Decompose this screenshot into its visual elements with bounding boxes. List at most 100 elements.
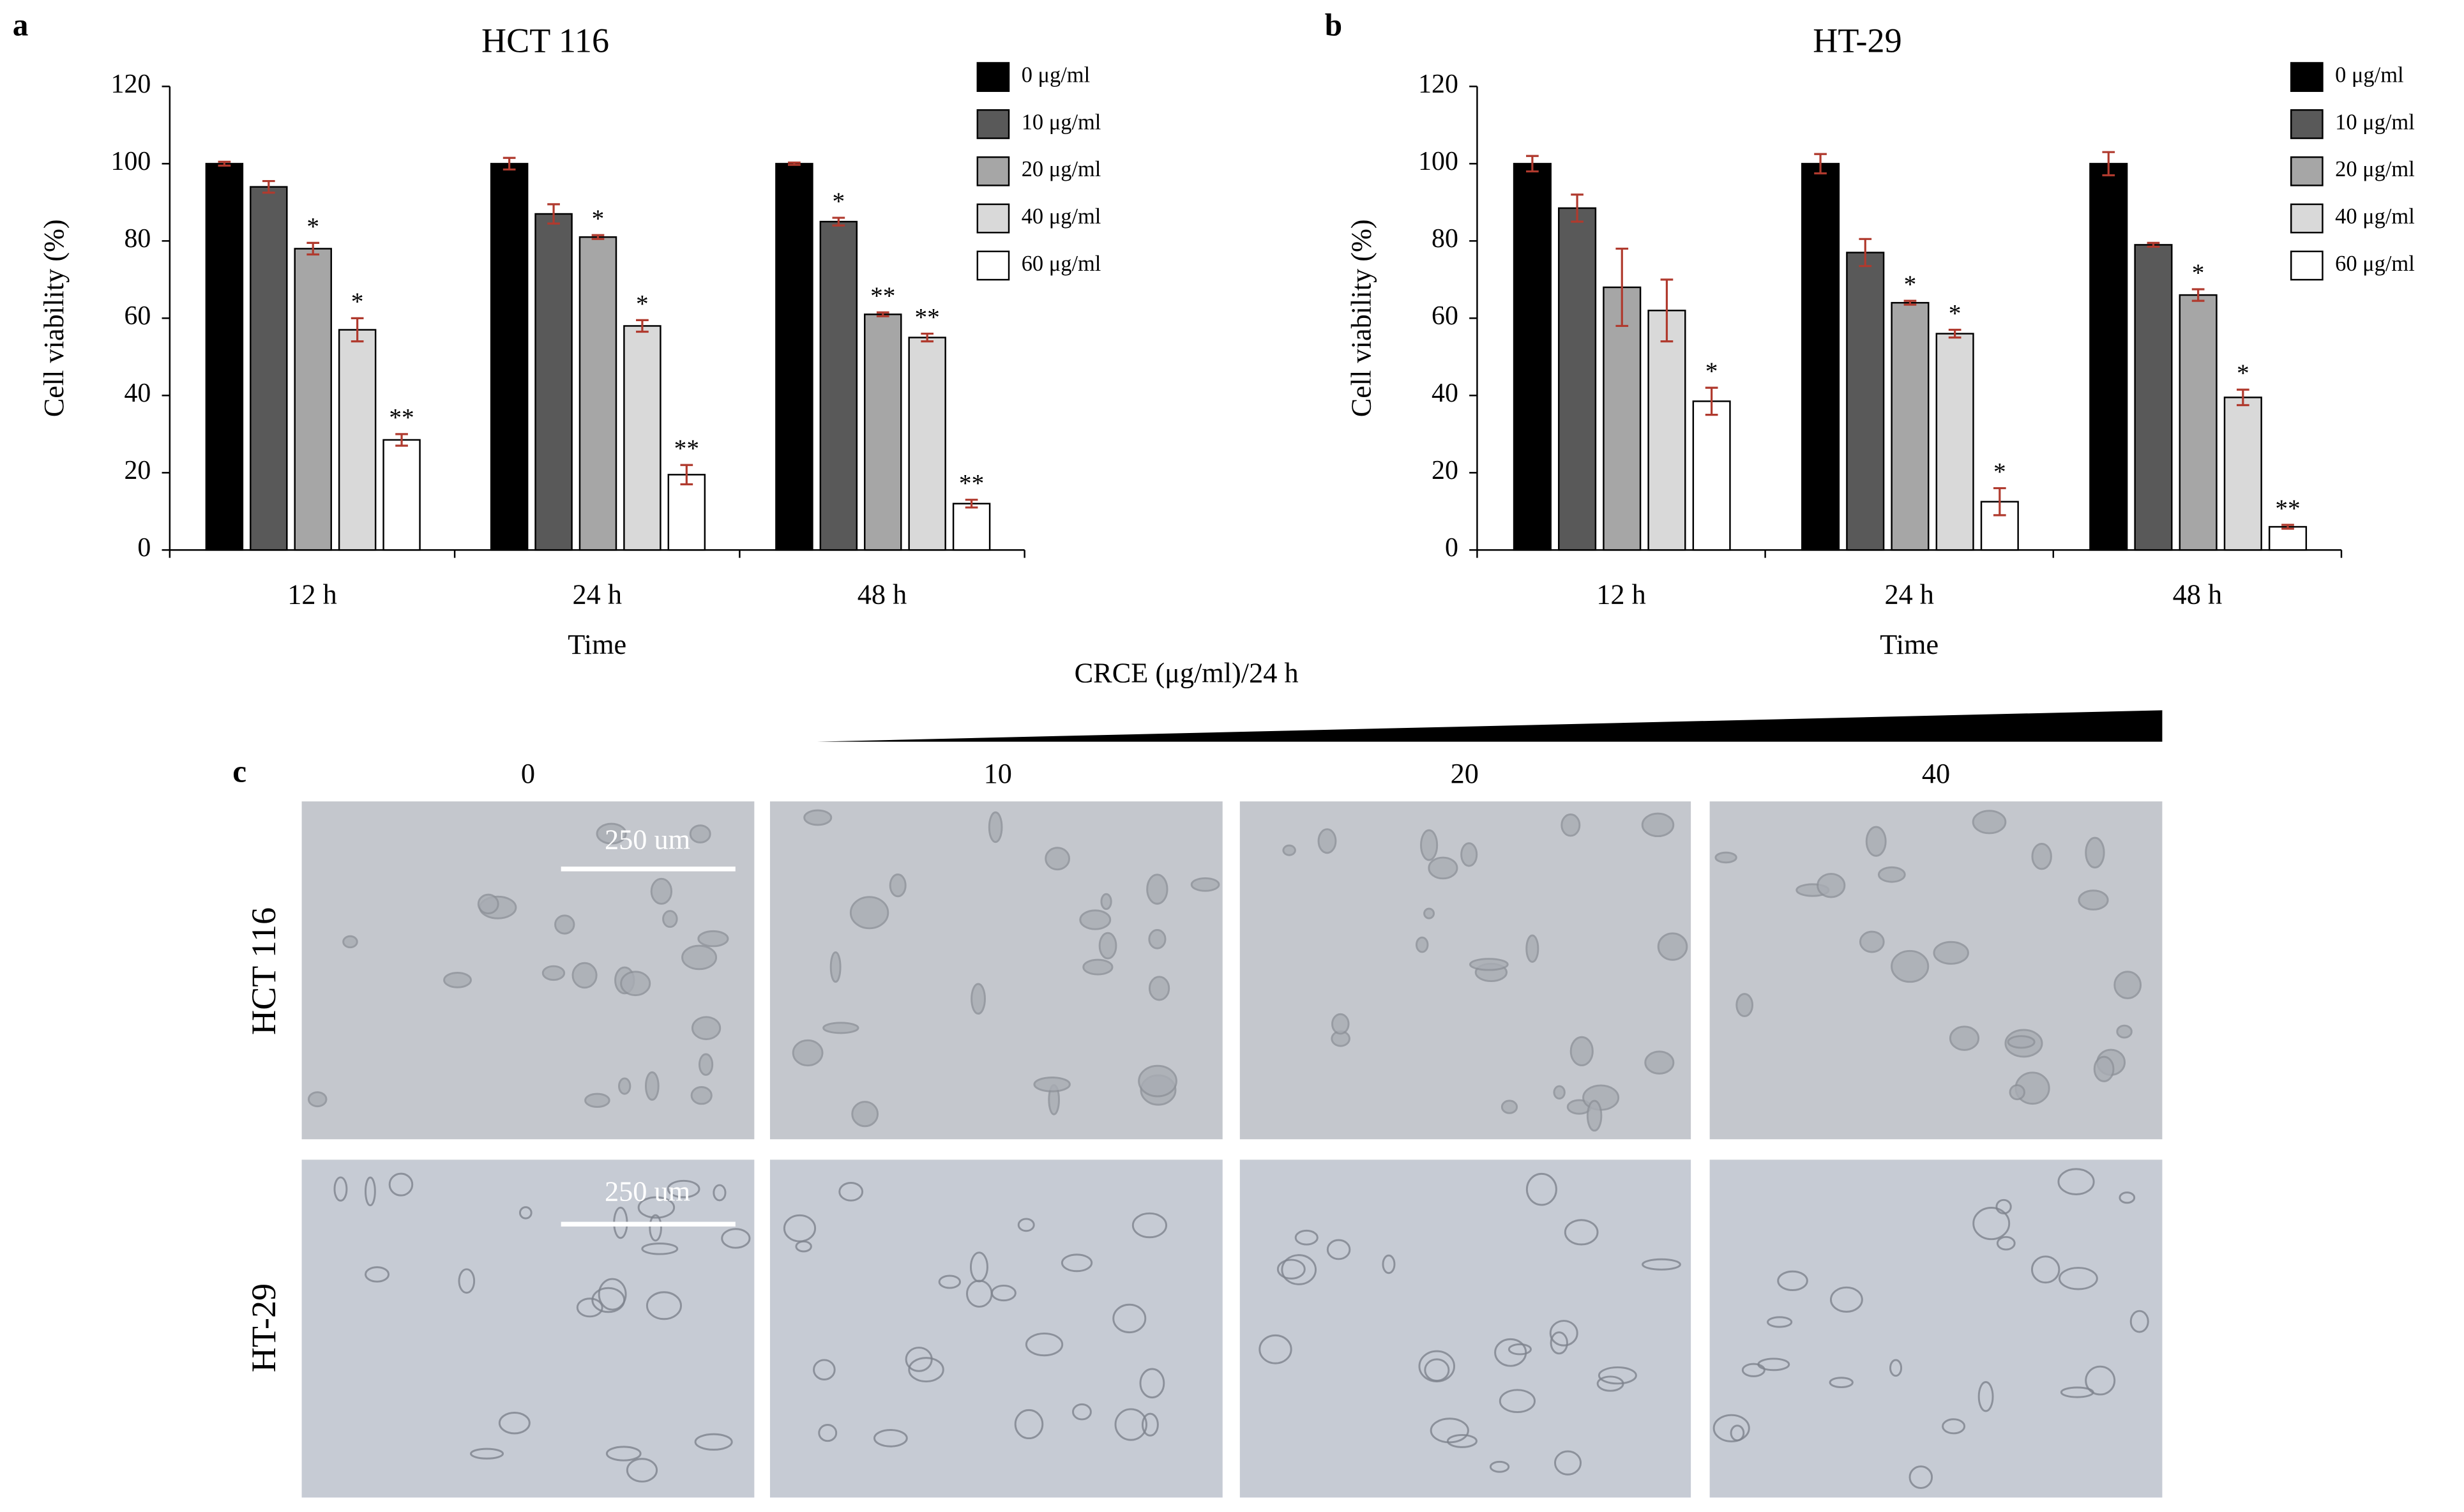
cell	[1549, 1320, 1578, 1347]
legend-swatch	[976, 156, 1010, 186]
cell	[2030, 1255, 2060, 1284]
error-bar	[2147, 241, 2160, 248]
error-bar	[788, 161, 801, 166]
cell	[1996, 1236, 2016, 1251]
cell	[795, 1240, 812, 1253]
column-label: 40	[1922, 758, 1950, 789]
cell	[2057, 1168, 2095, 1195]
bar	[2134, 244, 2173, 551]
legend-swatch	[2290, 250, 2324, 281]
significance: *	[306, 212, 319, 240]
cell	[690, 1086, 713, 1105]
cell	[1641, 812, 1675, 838]
y-tick-label: 80	[124, 224, 151, 253]
legend-swatch	[976, 250, 1010, 281]
bar	[1513, 163, 1552, 551]
x-tick-label: 12 h	[1596, 578, 1646, 610]
cell	[1079, 909, 1112, 930]
row-label: HCT 116	[245, 907, 283, 1035]
y-tick-label: 100	[1418, 147, 1458, 176]
bar	[250, 186, 288, 551]
bar	[819, 220, 858, 551]
chart-title: HCT 116	[481, 21, 609, 59]
legend-label: 0 μg/ml	[2335, 63, 2403, 87]
cell	[1017, 1218, 1035, 1232]
column-label: 0	[521, 758, 535, 789]
cell	[1933, 941, 1969, 965]
legend-label: 60 μg/ml	[2335, 252, 2415, 276]
cell	[626, 1458, 658, 1483]
legend-swatch	[976, 109, 1010, 139]
cell	[1415, 936, 1429, 953]
cell	[1317, 828, 1337, 854]
significance: *	[2237, 359, 2249, 387]
y-tick-label: 100	[111, 147, 151, 176]
significance: **	[674, 434, 699, 462]
significance: *	[351, 287, 364, 315]
error-bar	[1615, 247, 1629, 328]
error-bar	[1526, 155, 1539, 173]
cell	[849, 896, 889, 930]
cell	[1446, 1433, 1478, 1448]
bar	[294, 248, 332, 551]
cell	[477, 893, 499, 914]
bar	[1935, 333, 1974, 551]
y-axis-label: Cell viability (%)	[38, 219, 70, 417]
cell	[803, 809, 833, 826]
cell	[1281, 1254, 1317, 1285]
cell	[2007, 1035, 2036, 1049]
legend-swatch	[976, 203, 1010, 234]
cell	[1817, 873, 1846, 898]
y-tick-label: 20	[1432, 456, 1458, 485]
cell	[1420, 829, 1439, 861]
cell	[971, 983, 986, 1015]
cell	[1460, 842, 1478, 867]
bar	[1647, 310, 1686, 551]
cell	[518, 1206, 533, 1220]
error-bar	[1903, 299, 1917, 306]
cell	[1712, 1414, 1750, 1442]
cell	[1082, 958, 1114, 976]
cell	[2093, 1055, 2115, 1082]
cell	[598, 1278, 627, 1311]
micrographs	[301, 801, 2163, 1498]
micrograph	[301, 1160, 755, 1498]
column-label: 20	[1451, 758, 1479, 789]
error-bar	[680, 464, 693, 486]
cell	[649, 1214, 662, 1242]
micrograph	[1709, 1160, 2163, 1498]
significance: *	[2192, 259, 2205, 287]
cell	[1382, 1254, 1396, 1274]
cell	[1908, 1465, 1933, 1489]
row-label: HT-29	[245, 1283, 283, 1372]
error-bar	[351, 317, 364, 343]
cell	[1550, 1331, 1568, 1355]
cell	[1889, 1359, 1903, 1377]
cell	[1014, 1409, 1044, 1440]
cell	[646, 1291, 683, 1320]
cell	[1741, 1363, 1765, 1377]
cell	[1148, 976, 1170, 1001]
cell	[721, 1228, 751, 1249]
cell	[698, 1053, 714, 1076]
x-tick-label: 48 h	[858, 578, 907, 610]
micrograph	[301, 801, 755, 1140]
cell	[596, 822, 627, 845]
cell	[498, 1412, 531, 1435]
bar	[2089, 163, 2128, 551]
chart-title: HT-29	[1813, 21, 1901, 59]
cell	[662, 910, 678, 928]
legend-label: 0 μg/ml	[1022, 63, 1090, 87]
cell	[1100, 893, 1112, 911]
cell	[365, 1266, 390, 1283]
cell	[1942, 1418, 1966, 1435]
cell	[818, 1424, 838, 1442]
significance: **	[2275, 494, 2300, 522]
bar	[1558, 207, 1597, 551]
cell	[667, 1179, 700, 1198]
cell	[1418, 1350, 1455, 1382]
cell	[333, 1176, 348, 1202]
cell	[1190, 877, 1220, 892]
x-tick-label: 48 h	[2173, 578, 2223, 610]
